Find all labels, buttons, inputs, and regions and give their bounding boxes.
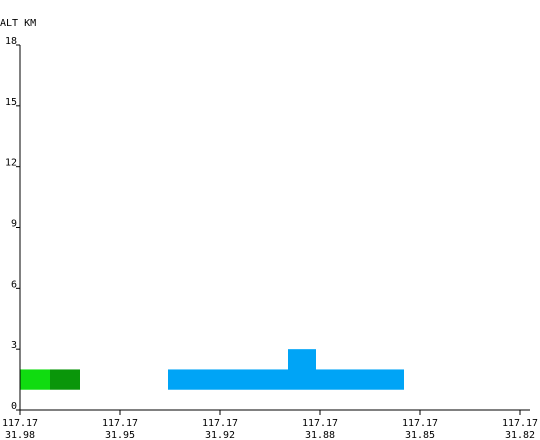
y-tick-label-6: 18: [5, 36, 17, 47]
y-tick-label-1: 3: [11, 340, 17, 351]
x-tick-lat-5: 31.82: [505, 430, 535, 440]
x-tick-lat-1: 31.95: [105, 430, 135, 440]
x-tick-lat-2: 31.92: [205, 430, 235, 440]
x-tick-lon-4: 117.17: [402, 418, 438, 429]
x-tick-lon-3: 117.17: [302, 418, 338, 429]
data-cells: [20, 349, 404, 390]
y-axis-label: ALT KM: [0, 18, 36, 29]
x-tick-lat-4: 31.85: [405, 430, 435, 440]
y-tick-label-2: 6: [11, 279, 17, 290]
data-cell-2: [168, 369, 288, 390]
data-cell-0: [20, 369, 50, 390]
data-cell-3: [288, 349, 316, 390]
y-tick-label-3: 9: [11, 219, 17, 230]
y-ticks: 0 3 6 9 12 15 18: [5, 36, 20, 412]
data-cell-1: [50, 369, 80, 390]
x-tick-lat-3: 31.88: [305, 430, 335, 440]
x-tick-lon-0: 117.17: [2, 418, 38, 429]
y-tick-label-0: 0: [11, 401, 17, 412]
x-tick-lon-2: 117.17: [202, 418, 238, 429]
y-tick-label-5: 15: [5, 97, 17, 108]
x-ticks: 117.1731.98117.1731.95117.1731.92117.173…: [2, 410, 538, 440]
data-cell-4: [316, 369, 404, 390]
x-tick-lon-5: 117.17: [502, 418, 538, 429]
y-tick-label-4: 12: [5, 158, 17, 169]
x-tick-lat-0: 31.98: [5, 430, 35, 440]
axes: [19, 45, 530, 411]
x-tick-lon-1: 117.17: [102, 418, 138, 429]
